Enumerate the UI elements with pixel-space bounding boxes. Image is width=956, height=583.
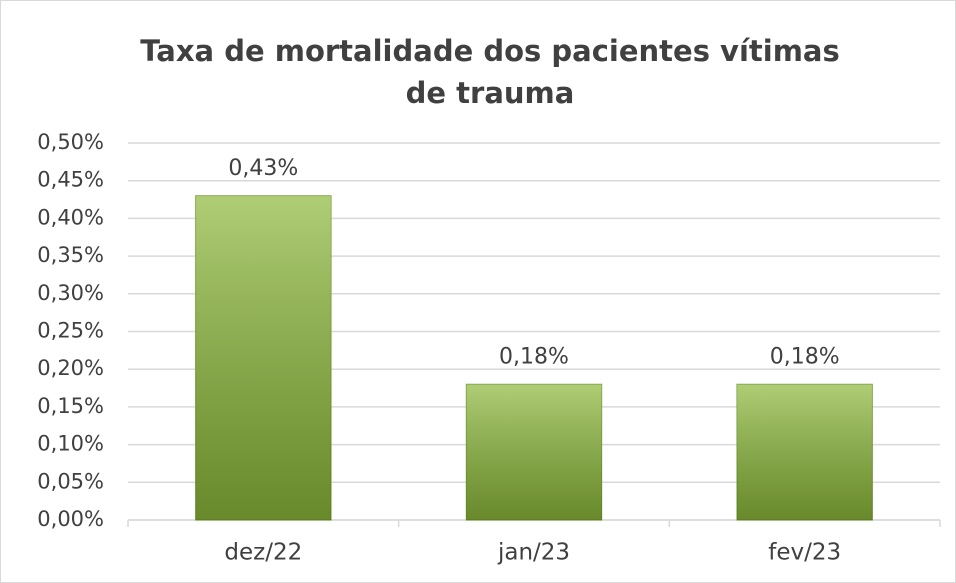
y-tick-label: 0,00% bbox=[37, 507, 104, 531]
x-tick-label: fev/23 bbox=[768, 540, 841, 566]
y-tick-label: 0,40% bbox=[37, 205, 104, 229]
bar-shade bbox=[466, 384, 602, 520]
y-tick-label: 0,50% bbox=[37, 130, 104, 154]
x-tick-label: jan/23 bbox=[497, 540, 570, 566]
y-tick-label: 0,10% bbox=[37, 432, 104, 456]
y-tick-label: 0,25% bbox=[37, 319, 104, 343]
y-tick-label: 0,30% bbox=[37, 281, 104, 305]
chart-title: Taxa de mortalidade dos pacientes vítima… bbox=[140, 34, 840, 110]
y-tick-label: 0,35% bbox=[37, 243, 104, 267]
y-tick-label: 0,20% bbox=[37, 356, 104, 380]
y-tick-label: 0,45% bbox=[37, 168, 104, 192]
y-tick-label: 0,15% bbox=[37, 394, 104, 418]
bar-shade bbox=[195, 195, 331, 520]
x-tick-label: dez/22 bbox=[224, 540, 302, 566]
data-label: 0,18% bbox=[499, 344, 569, 369]
data-label: 0,18% bbox=[770, 344, 840, 369]
data-label: 0,43% bbox=[228, 156, 298, 181]
y-tick-label: 0,05% bbox=[37, 469, 104, 493]
bar-shade bbox=[737, 384, 873, 520]
